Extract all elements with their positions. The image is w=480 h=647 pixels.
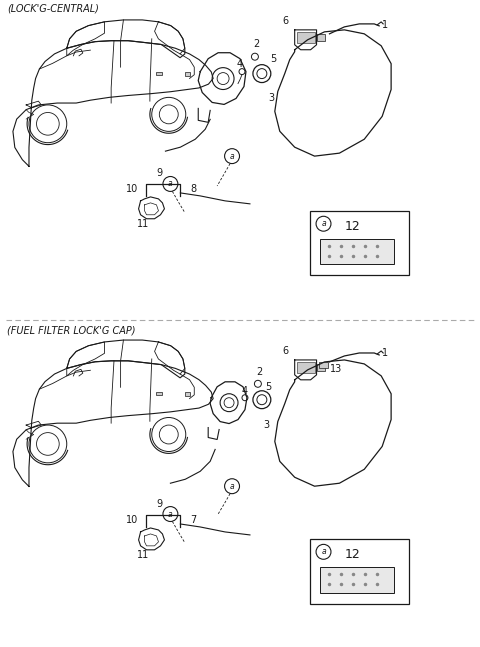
Text: 12: 12 [344, 548, 360, 562]
Text: a: a [321, 219, 326, 228]
Text: a: a [168, 510, 173, 518]
Bar [297, 362, 314, 373]
Bar [185, 392, 190, 396]
Text: 7: 7 [190, 515, 196, 525]
Bar [310, 211, 409, 276]
Bar [156, 72, 162, 74]
Text: 11: 11 [137, 219, 149, 228]
Text: 3: 3 [268, 93, 274, 104]
Text: 10: 10 [125, 515, 138, 525]
Bar [320, 567, 394, 593]
Bar [316, 364, 324, 371]
Text: 6: 6 [283, 346, 289, 356]
Text: 1: 1 [382, 20, 388, 30]
Text: 10: 10 [125, 184, 138, 194]
Text: 8: 8 [190, 184, 196, 194]
Text: 2: 2 [253, 39, 259, 49]
Bar [156, 392, 162, 395]
Text: 5: 5 [265, 382, 271, 392]
Text: 6: 6 [283, 16, 289, 26]
Text: 11: 11 [137, 550, 149, 560]
Text: 9: 9 [156, 499, 163, 509]
Text: 12: 12 [344, 220, 360, 233]
Text: 1: 1 [382, 348, 388, 358]
Text: (FUEL FILTER LOCK'G CAP): (FUEL FILTER LOCK'G CAP) [7, 325, 136, 335]
Text: (LOCK'G-CENTRAL): (LOCK'G-CENTRAL) [7, 4, 99, 14]
Text: 2: 2 [256, 367, 262, 377]
Text: a: a [230, 482, 234, 490]
Text: 5: 5 [270, 54, 276, 63]
Bar [319, 362, 328, 368]
Text: 3: 3 [263, 419, 269, 430]
Text: a: a [321, 547, 326, 556]
Bar [310, 539, 409, 604]
Bar [297, 32, 314, 43]
Text: 4: 4 [237, 59, 243, 69]
Text: 9: 9 [156, 168, 163, 178]
Bar [316, 34, 324, 41]
Text: a: a [230, 151, 234, 160]
Bar [320, 239, 394, 265]
Text: 13: 13 [329, 364, 342, 374]
Text: 4: 4 [242, 386, 248, 396]
Bar [185, 72, 190, 76]
Text: a: a [168, 179, 173, 188]
